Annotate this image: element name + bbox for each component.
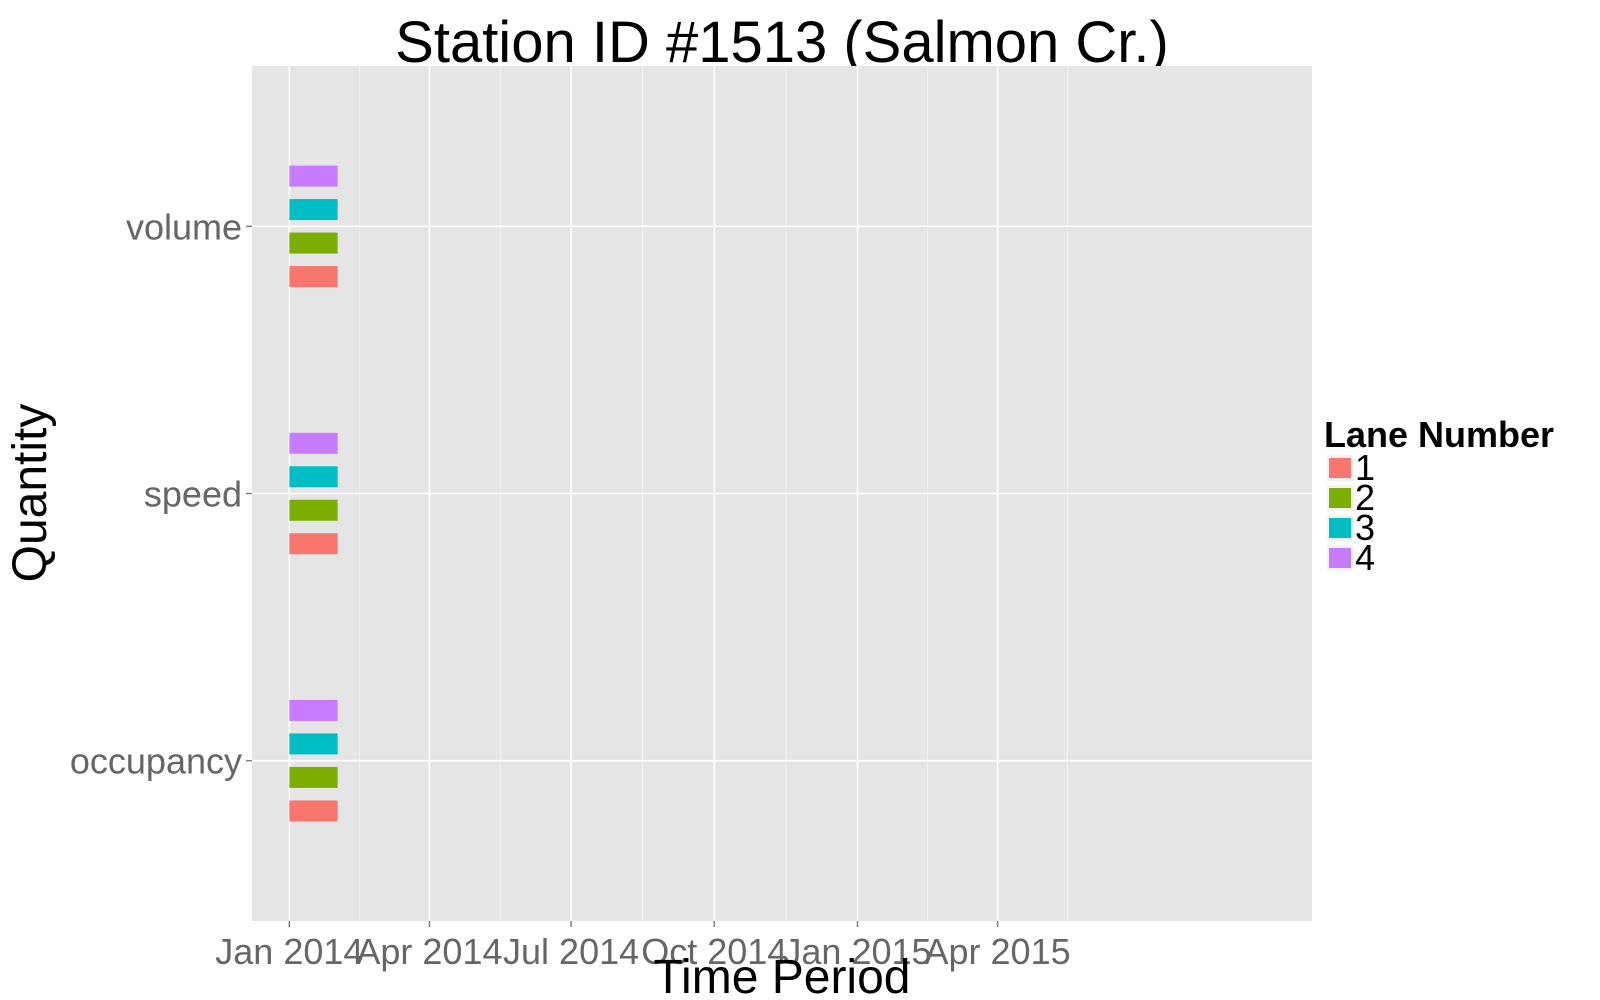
x-tick-label: Apr 2014	[356, 931, 502, 972]
chart-title: Station ID #1513 (Salmon Cr.)	[395, 10, 1169, 75]
legend-label-3: 3	[1355, 507, 1375, 548]
bar-lane-2-speed	[289, 499, 338, 521]
y-tick-label: volume	[126, 206, 242, 247]
legend-label-4: 4	[1355, 537, 1375, 578]
bar-lane-3-volume	[289, 199, 338, 221]
legend-title: Lane Number	[1324, 414, 1554, 455]
x-tick-label: Jan 2014	[215, 931, 363, 972]
legend-swatch-3	[1329, 518, 1351, 538]
x-tick-label: Jul 2014	[503, 931, 639, 972]
bar-lane-4-speed	[289, 432, 338, 454]
data-bars	[289, 165, 338, 822]
grid-lines	[252, 66, 1312, 921]
bar-lane-2-volume	[289, 232, 338, 254]
legend-swatch-2	[1329, 488, 1351, 508]
y-axis-title: Quantity	[4, 404, 57, 583]
legend-swatch-1	[1329, 458, 1351, 478]
y-tick-label: speed	[144, 474, 242, 515]
bar-lane-4-volume	[289, 165, 338, 187]
bar-lane-2-occupancy	[289, 766, 338, 788]
legend-swatch-4	[1329, 548, 1351, 568]
x-axis-title: Time Period	[654, 951, 911, 1000]
legend-label-2: 2	[1355, 477, 1375, 518]
y-tick-label: occupancy	[70, 741, 242, 782]
bar-lane-1-occupancy	[289, 800, 338, 822]
x-tick-label: Apr 2015	[925, 931, 1071, 972]
bar-lane-1-volume	[289, 266, 338, 288]
bar-lane-1-speed	[289, 533, 338, 555]
x-tick-label: Oct 2014	[641, 931, 787, 972]
bar-lane-3-speed	[289, 466, 338, 488]
bar-lane-3-occupancy	[289, 733, 338, 755]
x-tick-label: Jan 2015	[783, 931, 931, 972]
bar-lane-4-occupancy	[289, 699, 338, 721]
legend-label-1: 1	[1355, 447, 1375, 488]
y-axis: occupancy speed volume	[70, 206, 252, 782]
